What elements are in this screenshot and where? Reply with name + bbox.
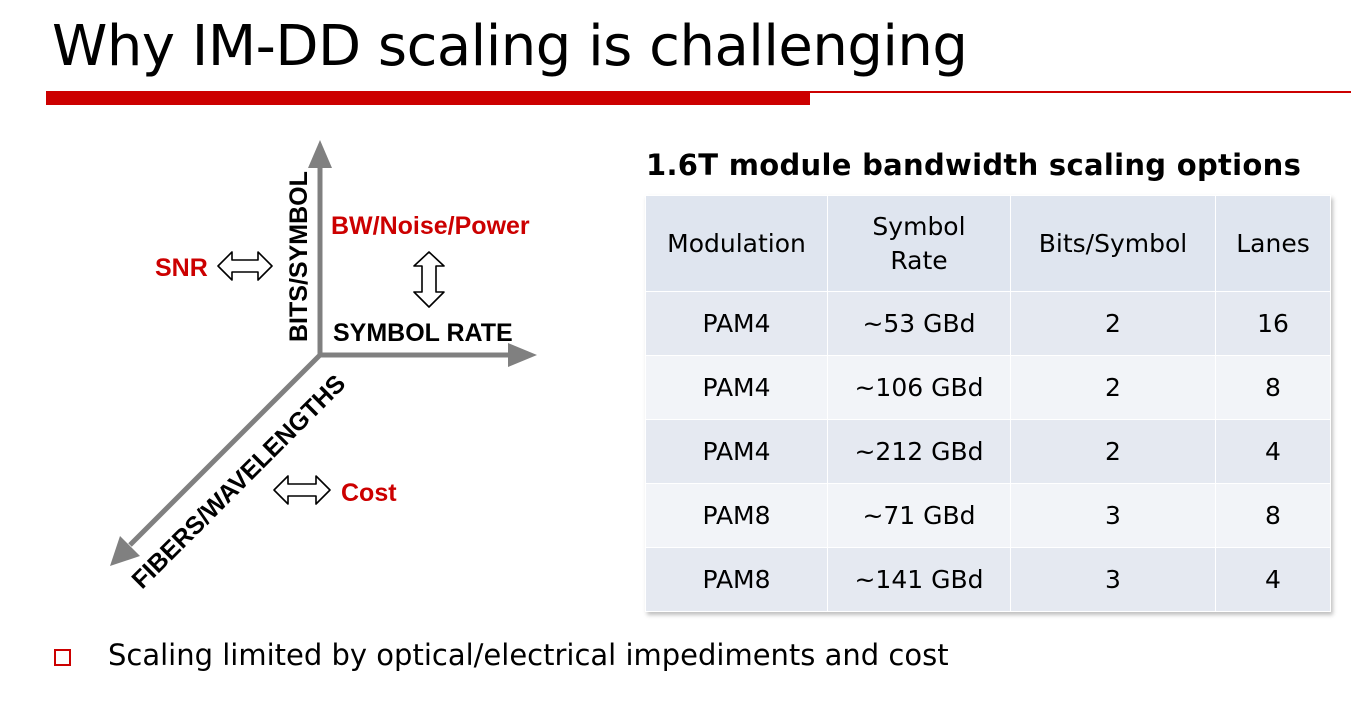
- cell-bits-per-symbol: 3: [1010, 483, 1216, 548]
- cell-lanes: 4: [1215, 547, 1331, 612]
- header-symbol-rate: Symbol Rate: [827, 195, 1011, 292]
- cell-symbol-rate: ~212 GBd: [827, 419, 1011, 484]
- cell-bits-per-symbol: 3: [1010, 547, 1216, 612]
- cell-modulation: PAM4: [645, 419, 828, 484]
- table-row: PAM4 ~212 GBd 2 4: [645, 419, 1331, 484]
- tradeoff-label-cost: Cost: [341, 479, 397, 507]
- bullet-square-icon: [54, 649, 71, 666]
- scaling-options-table: Modulation Symbol Rate Bits/Symbol Lanes …: [645, 195, 1331, 612]
- table-row: PAM4 ~106 GBd 2 8: [645, 355, 1331, 420]
- tradeoff-label-bw-noise-power: BW/Noise/Power: [331, 212, 530, 240]
- cell-modulation: PAM4: [645, 355, 828, 420]
- table-row: PAM8 ~141 GBd 3 4: [645, 547, 1331, 612]
- bullet-text: Scaling limited by optical/electrical im…: [108, 638, 949, 672]
- cell-modulation: PAM4: [645, 291, 828, 356]
- table-title: 1.6T module bandwidth scaling options: [646, 148, 1302, 182]
- cell-lanes: 8: [1215, 483, 1331, 548]
- title-underline-thick: [46, 91, 810, 105]
- double-arrow-vertical-icon: [413, 251, 445, 308]
- horizontal-axis-arrowhead: [508, 343, 537, 367]
- cell-lanes: 16: [1215, 291, 1331, 356]
- diagonal-axis-line: [128, 353, 322, 547]
- vertical-axis-arrowhead: [308, 140, 332, 168]
- cell-bits-per-symbol: 2: [1010, 291, 1216, 356]
- diagonal-axis-arrowhead: [110, 536, 140, 566]
- title-underline-thin: [810, 91, 1351, 93]
- axis-label-symbol-rate: SYMBOL RATE: [333, 319, 513, 347]
- double-arrow-horizontal-icon: [217, 251, 273, 281]
- cell-symbol-rate: ~106 GBd: [827, 355, 1011, 420]
- cell-bits-per-symbol: 2: [1010, 419, 1216, 484]
- cell-lanes: 8: [1215, 355, 1331, 420]
- header-modulation: Modulation: [645, 195, 828, 292]
- slide-title: Why IM-DD scaling is challenging: [52, 14, 968, 79]
- double-arrow-horizontal-icon: [273, 475, 331, 505]
- cell-modulation: PAM8: [645, 547, 828, 612]
- table-header-row: Modulation Symbol Rate Bits/Symbol Lanes: [645, 195, 1331, 292]
- table-row: PAM4 ~53 GBd 2 16: [645, 291, 1331, 356]
- cell-symbol-rate: ~141 GBd: [827, 547, 1011, 612]
- table-row: PAM8 ~71 GBd 3 8: [645, 483, 1331, 548]
- cell-lanes: 4: [1215, 419, 1331, 484]
- cell-symbol-rate: ~71 GBd: [827, 483, 1011, 548]
- header-bits-per-symbol: Bits/Symbol: [1010, 195, 1216, 292]
- cell-symbol-rate: ~53 GBd: [827, 291, 1011, 356]
- cell-bits-per-symbol: 2: [1010, 355, 1216, 420]
- cell-modulation: PAM8: [645, 483, 828, 548]
- header-lanes: Lanes: [1215, 195, 1331, 292]
- tradeoff-label-snr: SNR: [155, 254, 208, 282]
- scaling-axes-diagram: BITS/SYMBOL SYMBOL RATE FIBERS/WAVELENGT…: [110, 140, 537, 594]
- axis-label-bits-per-symbol: BITS/SYMBOL: [285, 171, 313, 342]
